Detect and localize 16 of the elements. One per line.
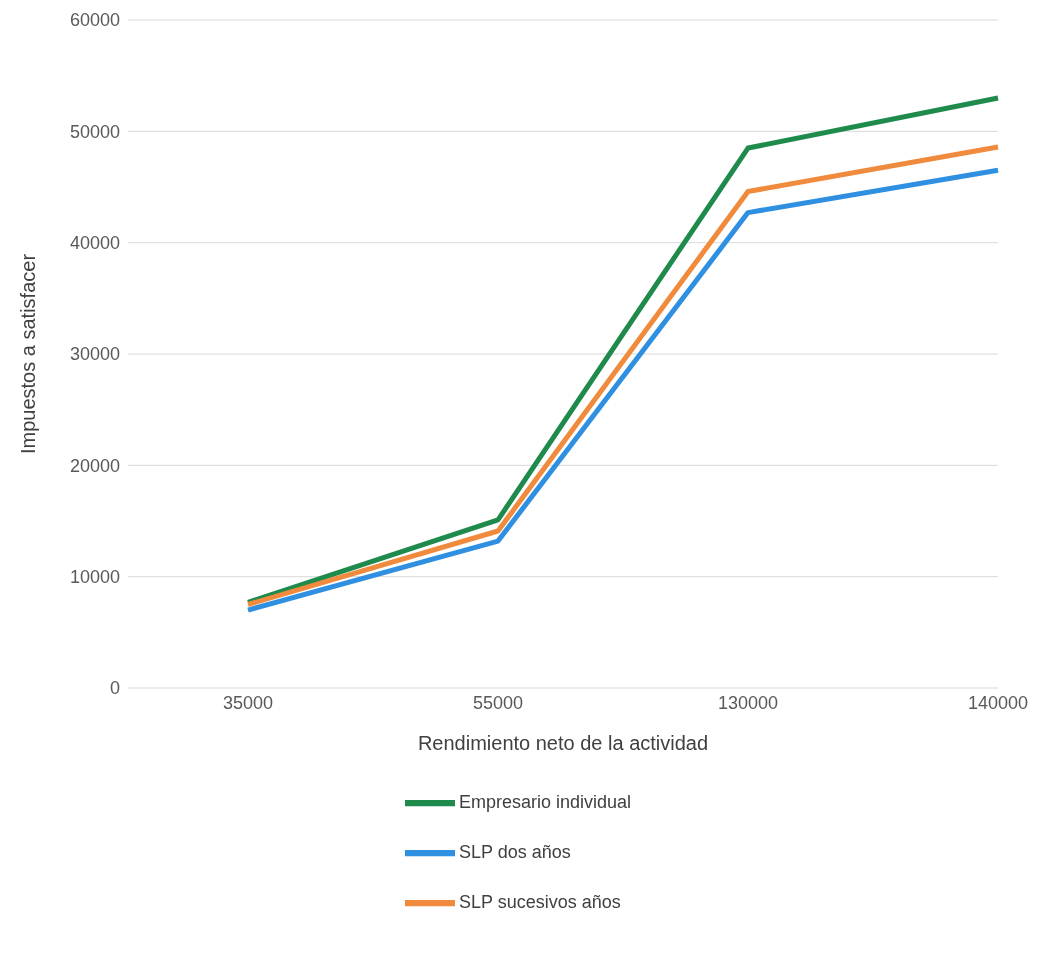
y-tick-label: 40000 <box>69 233 120 254</box>
legend-label: SLP sucesivos años <box>458 891 621 912</box>
y-tick-label: 10000 <box>69 567 120 588</box>
y-tick-label: 50000 <box>69 121 120 142</box>
x-tick-label: 140000 <box>967 692 1029 713</box>
legend-label: SLP dos años <box>458 841 571 862</box>
x-axis-title: Rendimiento neto de la actividad <box>417 732 709 754</box>
y-tick-label: 60000 <box>69 10 120 31</box>
y-tick-label: 30000 <box>69 344 120 365</box>
legend-label: Empresario individual <box>458 791 632 812</box>
y-tick-label: 20000 <box>69 455 120 476</box>
x-tick-label: 130000 <box>717 692 779 713</box>
x-tick-label: 55000 <box>472 692 524 713</box>
x-tick-label: 35000 <box>222 692 274 713</box>
y-axis-title: Impuestos a satisfacer <box>17 253 40 455</box>
y-tick-label: 0 <box>109 678 120 699</box>
